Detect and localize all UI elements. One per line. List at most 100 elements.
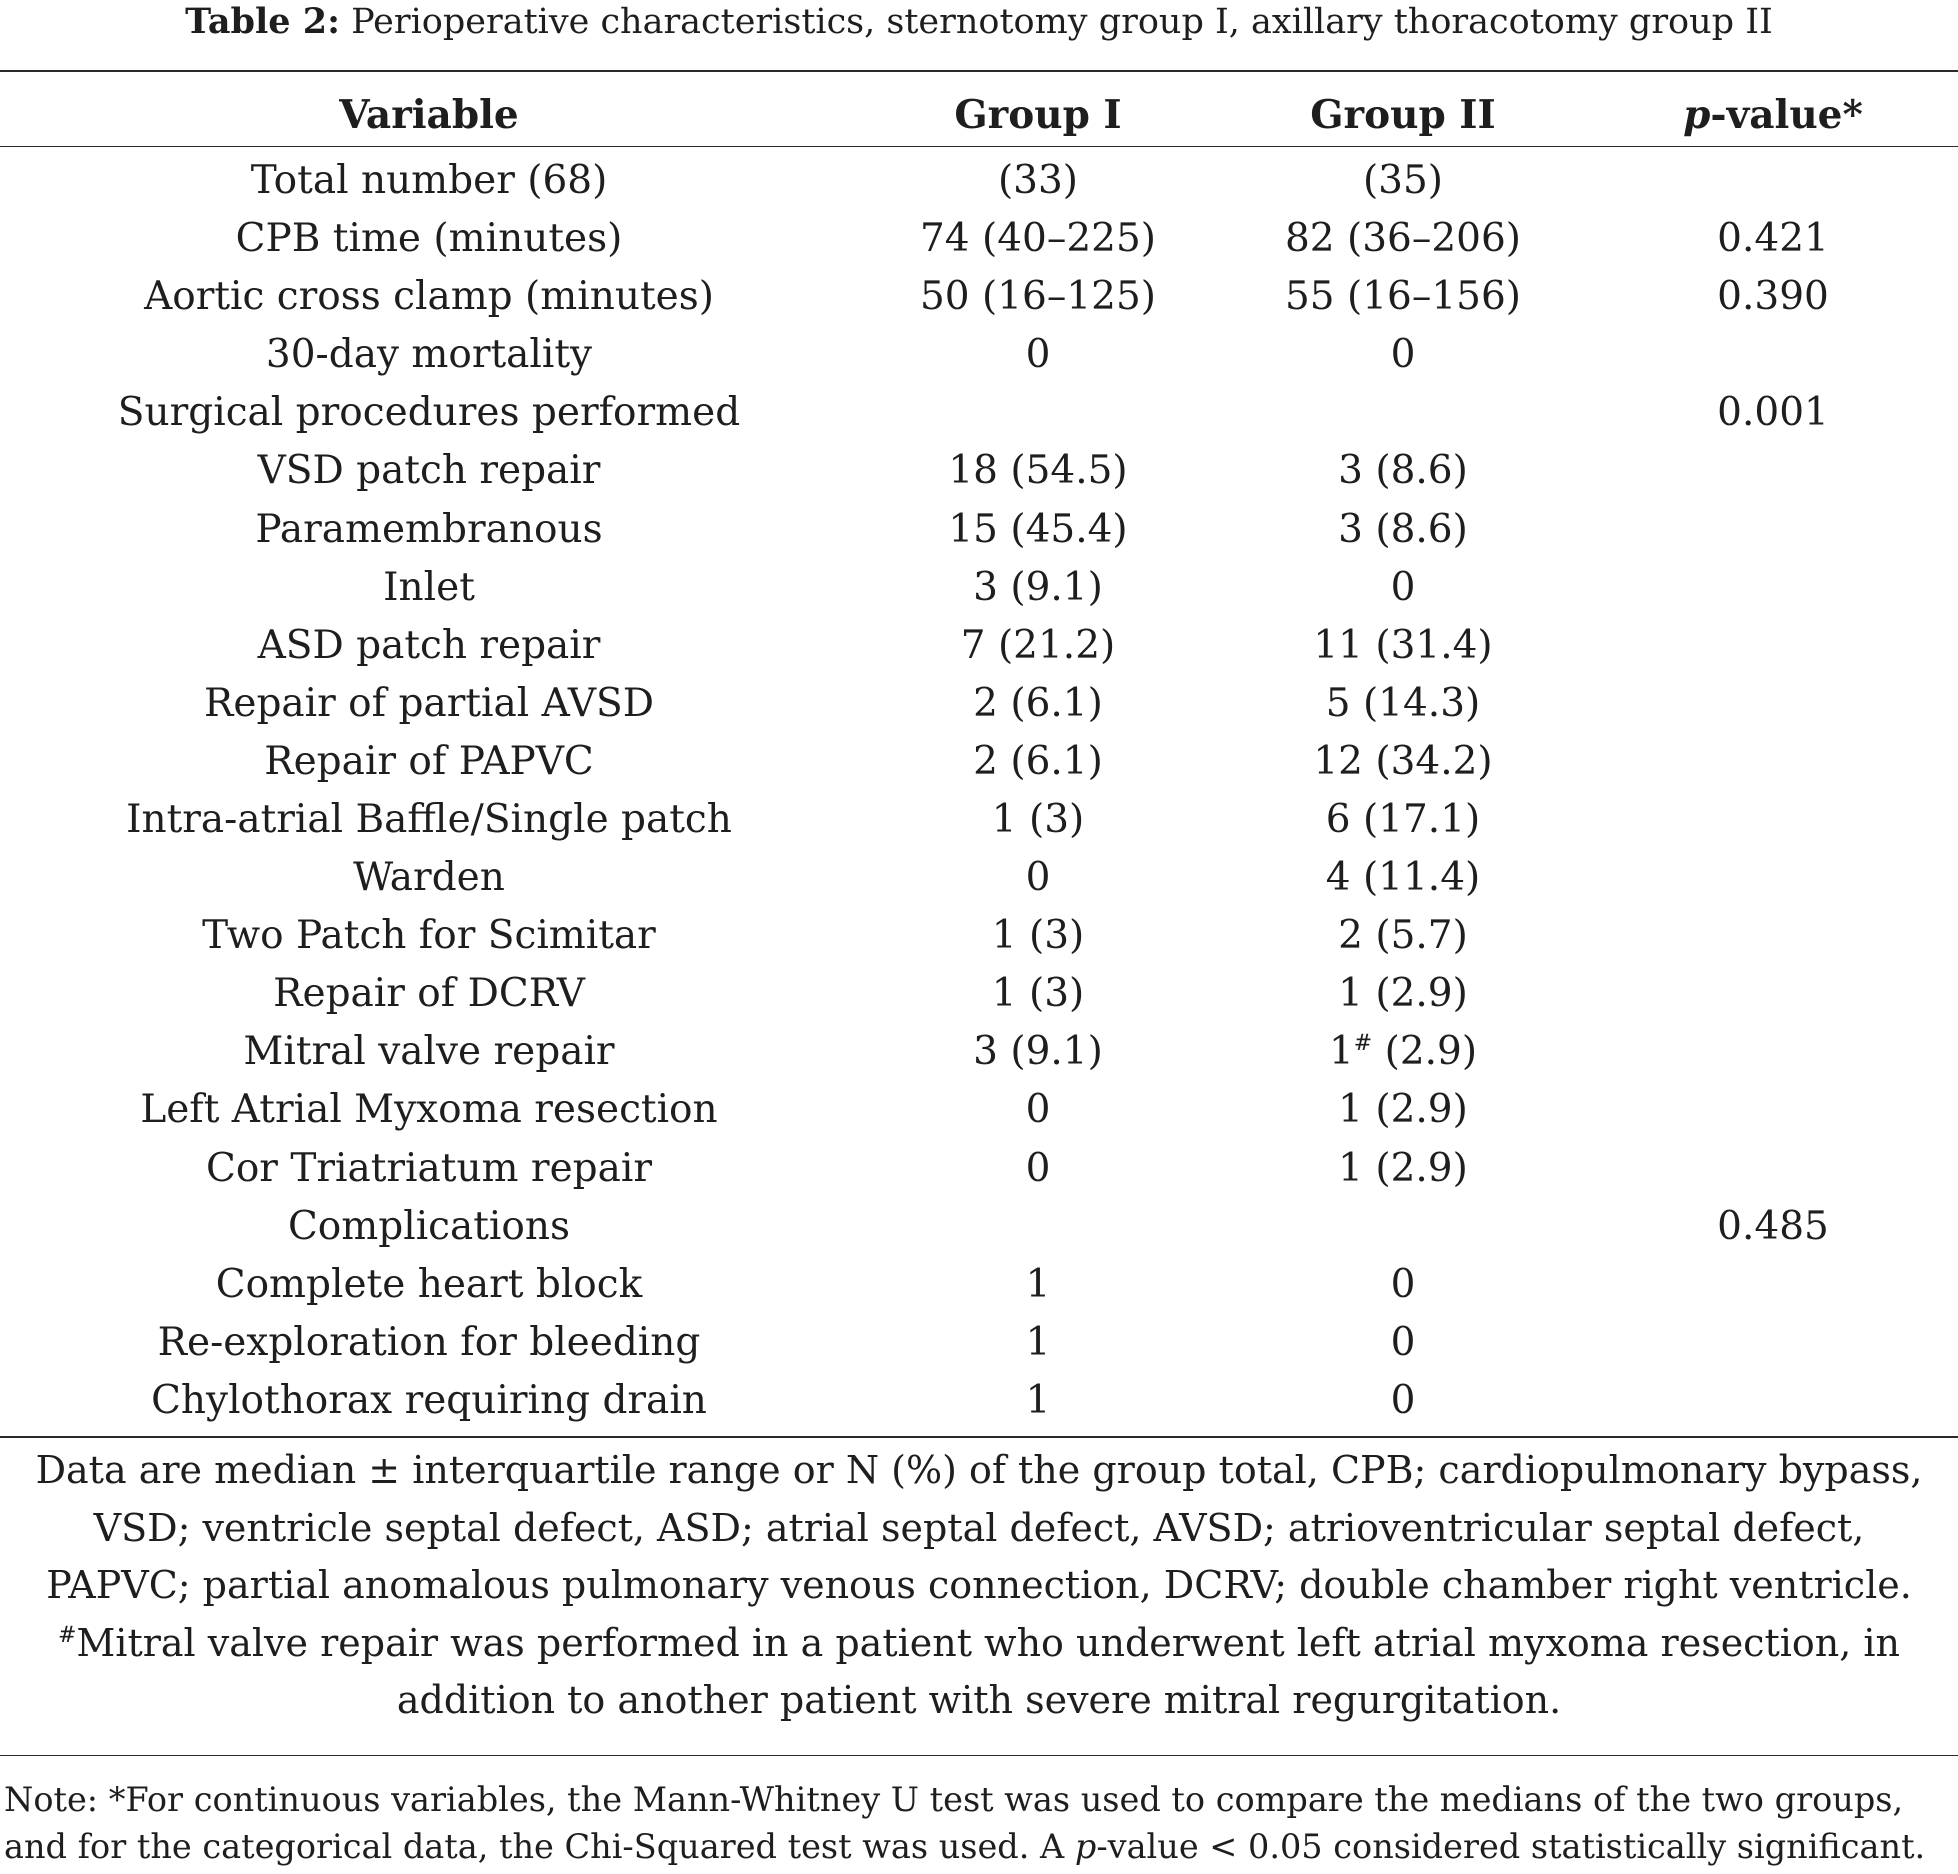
cell-variable: Complete heart block <box>215 1261 643 1307</box>
table-row: 30-day mortality 0 0 <box>0 326 1958 384</box>
cell-group2: 0 <box>1390 1377 1416 1423</box>
cell-variable: Chylothorax requiring drain <box>151 1377 707 1423</box>
cell-p-value <box>1588 1372 1958 1430</box>
cell-p-value: 0.421 <box>1717 216 1829 262</box>
cell-group2: 2 (5.7) <box>1338 913 1468 959</box>
note-part2: -value < 0.05 considered statistically s… <box>1096 1827 1926 1866</box>
note-p-italic: p <box>1074 1827 1097 1866</box>
cell-variable: Paramembranous <box>255 506 603 552</box>
cell-group1: 0 <box>1025 1145 1051 1191</box>
cell-group1: 1 <box>1025 1261 1051 1307</box>
cell-group1: 0 <box>1025 855 1051 901</box>
cell-variable: Repair of partial AVSD <box>204 680 654 726</box>
data-table: Variable Group I Group II p-value* Total… <box>0 82 1958 1430</box>
cell-variable: Inlet <box>383 564 475 610</box>
cell-group2 <box>1218 1198 1588 1256</box>
table-row: Aortic cross clamp (minutes) 50 (16–125)… <box>0 268 1958 326</box>
cell-p-value <box>1588 500 1958 558</box>
cell-group2: 82 (36–206) <box>1284 216 1522 262</box>
cell-group2-percent: (2.9) <box>1372 1029 1478 1075</box>
cell-group2: 12 (34.2) <box>1313 738 1493 784</box>
table-row: Mitral valve repair 3 (9.1) 1# (2.9) <box>0 1023 1958 1081</box>
cell-p-value: 0.485 <box>1717 1203 1829 1249</box>
table-row: Repair of DCRV 1 (3) 1 (2.9) <box>0 965 1958 1023</box>
table-row: Repair of partial AVSD 2 (6.1) 5 (14.3) <box>0 675 1958 733</box>
cell-group2: 1# (2.9) <box>1218 1023 1588 1081</box>
cell-group1: 2 (6.1) <box>973 680 1103 726</box>
cell-variable: ASD patch repair <box>257 622 601 668</box>
table-row: Complications 0.485 <box>0 1198 1958 1256</box>
cell-p-value: 0.001 <box>1717 390 1829 436</box>
cell-p-value <box>1588 1140 1958 1198</box>
cell-variable: Warden <box>353 855 505 901</box>
note-part1: Note: *For continuous variables, the Man… <box>4 1780 1904 1866</box>
cell-group2: 0 <box>1390 1319 1416 1365</box>
table-row: Inlet 3 (9.1) 0 <box>0 559 1958 617</box>
cell-group1 <box>858 384 1218 442</box>
table-row: Repair of PAPVC 2 (6.1) 12 (34.2) <box>0 733 1958 791</box>
cell-variable: Left Atrial Myxoma resection <box>140 1087 718 1133</box>
cell-p-value <box>1588 907 1958 965</box>
cell-variable: Repair of PAPVC <box>264 738 594 784</box>
cell-p-value <box>1588 326 1958 384</box>
cell-group1: (33) <box>997 158 1079 203</box>
table-row: Paramembranous 15 (45.4) 3 (8.6) <box>0 500 1958 558</box>
cell-group2: 0 <box>1390 332 1416 378</box>
footnote-marker: # <box>1353 1031 1373 1057</box>
cell-group2: 55 (16–156) <box>1284 274 1522 320</box>
cell-group2: 5 (14.3) <box>1325 680 1481 726</box>
cell-group2: 4 (11.4) <box>1325 855 1481 901</box>
cell-group2: 0 <box>1390 1261 1416 1307</box>
header-group2: Group II <box>1310 92 1496 138</box>
table-row: Total number (68) (33) (35) <box>0 148 1958 210</box>
cell-variable: Aortic cross clamp (minutes) <box>144 274 714 320</box>
cell-variable: VSD patch repair <box>257 448 601 494</box>
table-caption: Table 2: Perioperative characteristics, … <box>0 1 1958 43</box>
cell-group2 <box>1218 384 1588 442</box>
table-footnote: Data are median ± interquartile range or… <box>20 1442 1938 1730</box>
cell-variable: Complications <box>287 1203 571 1249</box>
cell-p-value <box>1588 733 1958 791</box>
cell-p-value <box>1588 1256 1958 1314</box>
header-group1: Group I <box>954 92 1122 138</box>
cell-group1: 50 (16–125) <box>919 274 1157 320</box>
cell-variable: Cor Triatriatum repair <box>205 1145 652 1191</box>
cell-group2: 6 (17.1) <box>1325 796 1481 842</box>
header-p-italic: p <box>1683 92 1711 138</box>
cell-p-value <box>1588 675 1958 733</box>
caption-text: Perioperative characteristics, sternotom… <box>351 2 1773 42</box>
cell-variable: Surgical procedures performed <box>117 390 741 436</box>
cell-group1: 74 (40–225) <box>919 216 1157 262</box>
table-row: Intra-atrial Baffle/Single patch 1 (3) 6… <box>0 791 1958 849</box>
table-row: Re-exploration for bleeding 1 0 <box>0 1314 1958 1372</box>
top-rule <box>0 70 1958 72</box>
cell-group1: 0 <box>1025 332 1051 378</box>
cell-group1: 3 (9.1) <box>973 564 1103 610</box>
cell-group1: 1 <box>1025 1319 1051 1365</box>
cell-p-value <box>1588 849 1958 907</box>
cell-p-value <box>1588 1023 1958 1081</box>
header-rule <box>0 146 1958 147</box>
cell-variable: 30-day mortality <box>265 332 593 378</box>
cell-variable: Total number (68) <box>250 158 608 203</box>
cell-group2: 1 (2.9) <box>1338 971 1468 1017</box>
cell-variable: Mitral valve repair <box>243 1029 615 1075</box>
header-p-suffix: -value* <box>1710 92 1863 138</box>
cell-variable: Two Patch for Scimitar <box>202 913 656 959</box>
table-row: Chylothorax requiring drain 1 0 <box>0 1372 1958 1430</box>
cell-p-value <box>1588 1081 1958 1139</box>
table-bottom-rule <box>0 1436 1958 1438</box>
caption-label: Table 2: <box>185 1 341 42</box>
table-row: Warden 0 4 (11.4) <box>0 849 1958 907</box>
cell-group2: 3 (8.6) <box>1338 506 1468 552</box>
cell-group2-count: 1 <box>1328 1029 1354 1075</box>
cell-variable: CPB time (minutes) <box>235 216 623 262</box>
table-row: CPB time (minutes) 74 (40–225) 82 (36–20… <box>0 210 1958 268</box>
footnote-rule <box>0 1755 1958 1756</box>
cell-p-value <box>1588 965 1958 1023</box>
table-row: Surgical procedures performed 0.001 <box>0 384 1958 442</box>
table-row: ASD patch repair 7 (21.2) 11 (31.4) <box>0 617 1958 675</box>
footnote-main: Data are median ± interquartile range or… <box>35 1448 1923 1607</box>
cell-group1: 2 (6.1) <box>973 738 1103 784</box>
cell-group1: 7 (21.2) <box>960 622 1116 668</box>
